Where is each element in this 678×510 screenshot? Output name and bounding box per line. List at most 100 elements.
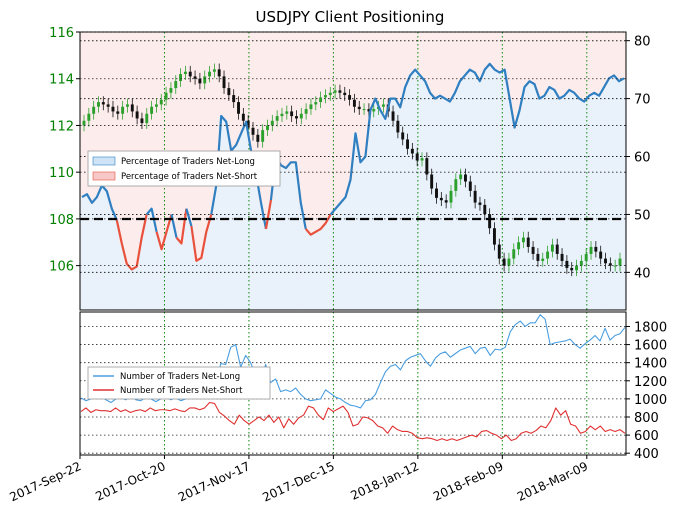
net-long-band <box>462 75 468 310</box>
net-short-band <box>616 32 622 82</box>
net-long-band <box>223 121 229 311</box>
net-short-band <box>328 32 334 215</box>
net-short-band <box>392 32 399 99</box>
net-long-band <box>606 78 612 310</box>
legend-count-long-label: Number of Traders Net-Long <box>120 372 240 382</box>
net-short-band <box>402 32 408 88</box>
net-short-band <box>104 32 110 192</box>
net-short-band <box>492 32 498 70</box>
net-long-band <box>263 228 269 310</box>
net-long-band <box>218 115 225 310</box>
net-long-band <box>84 194 90 310</box>
net-short-band <box>546 32 553 88</box>
net-short-band <box>253 32 259 174</box>
net-long-band <box>566 89 573 310</box>
net-short-band <box>372 32 379 99</box>
net-long-band <box>551 89 558 310</box>
candle-body <box>488 214 492 229</box>
percent-axis-ticks: 40 50 60 70 80 <box>626 35 651 281</box>
net-short-band <box>238 32 244 134</box>
candle-body <box>357 106 361 110</box>
net-long-band <box>159 249 165 310</box>
net-short-band <box>576 32 583 99</box>
candle-body <box>579 260 583 266</box>
candle-body <box>497 244 501 259</box>
candle-body <box>227 88 231 96</box>
net-long-band <box>392 98 399 310</box>
net-short-band <box>541 32 548 96</box>
candle-body <box>222 76 226 89</box>
candle-body <box>188 71 192 77</box>
net-short-band <box>343 32 349 198</box>
price-tick-label: 108 <box>49 213 74 228</box>
net-long-band <box>173 237 180 310</box>
net-long-band <box>581 101 587 310</box>
net-long-band <box>372 98 379 310</box>
net-short-band <box>213 32 220 186</box>
count-tick-label: 800 <box>634 411 659 426</box>
net-long-band <box>243 121 249 311</box>
net-short-band <box>407 32 413 76</box>
net-long-band <box>298 202 304 310</box>
net-short-band <box>387 32 394 99</box>
candle-body <box>101 102 105 105</box>
candle-body <box>599 251 603 259</box>
net-short-band <box>248 32 254 151</box>
net-short-band <box>561 32 568 96</box>
candle-body <box>179 74 183 82</box>
net-short-band <box>586 32 592 96</box>
net-long-band <box>238 133 244 310</box>
candle-body <box>589 246 593 254</box>
net-short-band <box>183 32 190 209</box>
net-short-band <box>427 32 433 93</box>
candle-body <box>507 258 511 266</box>
net-long-band <box>198 257 205 311</box>
net-long-band <box>80 197 85 310</box>
candle-body <box>410 148 414 154</box>
net-long-band <box>328 214 334 310</box>
net-short-band <box>601 32 607 88</box>
net-long-band <box>213 185 220 310</box>
candle-body <box>584 253 588 261</box>
net-long-band <box>273 156 279 310</box>
count-axis-ticks: 400 600 800 1000 1200 1400 1600 1800 <box>626 320 667 462</box>
net-long-band <box>427 92 433 310</box>
candle-body <box>406 139 409 149</box>
net-short-band <box>412 32 418 70</box>
net-long-band <box>437 95 443 311</box>
net-short-band <box>507 32 513 99</box>
candle-body <box>266 125 269 131</box>
net-short-band <box>323 32 329 224</box>
net-long-band <box>417 75 423 310</box>
net-short-band <box>124 32 130 264</box>
net-long-band <box>104 191 110 310</box>
candle-body <box>309 104 313 110</box>
net-short-band <box>188 32 195 227</box>
net-short-band <box>462 32 468 76</box>
legend-long-label: Percentage of Traders Net-Long <box>121 157 255 167</box>
price-tick-label: 116 <box>49 26 74 41</box>
candle-body <box>154 104 158 107</box>
net-long-band <box>527 81 533 310</box>
net-short-band <box>452 32 458 93</box>
net-short-band <box>502 32 508 70</box>
net-long-band <box>283 168 289 310</box>
net-long-band <box>313 231 319 310</box>
net-long-band <box>442 98 448 310</box>
net-long-band <box>169 214 175 310</box>
candle-body <box>608 263 612 266</box>
candle-body <box>492 228 496 245</box>
net-short-band <box>273 32 279 157</box>
net-short-band <box>149 32 155 209</box>
net-long-percentage-line <box>329 62 625 216</box>
net-short-band <box>532 32 538 85</box>
candle-body <box>570 267 574 271</box>
bottom-panel-frame <box>79 311 627 456</box>
candle-body <box>237 102 240 114</box>
net-long-band <box>457 81 463 310</box>
candle-body <box>140 118 144 124</box>
price-tick-label: 106 <box>49 260 74 275</box>
percent-tick-label: 40 <box>634 266 651 281</box>
net-short-band <box>99 32 105 186</box>
net-short-band <box>382 32 389 119</box>
